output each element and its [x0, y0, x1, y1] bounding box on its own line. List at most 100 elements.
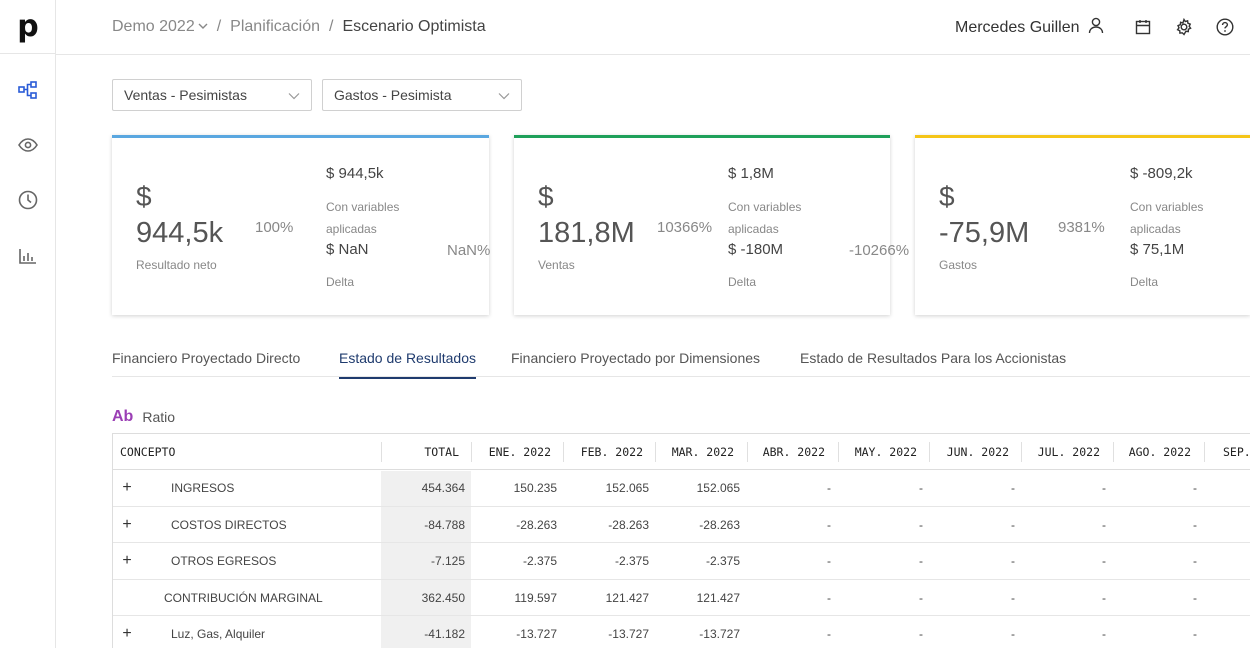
bar-chart-icon[interactable] [17, 245, 39, 267]
column-divider[interactable] [471, 442, 478, 462]
expenses-scenario-value: Gastos - Pesimista [334, 87, 452, 103]
diagram-icon[interactable] [17, 79, 39, 101]
ratio-toggle[interactable]: Ab Ratio [112, 408, 175, 426]
table-row[interactable]: + OTROS EGRESOS -7.125 -2.375 -2.375 -2.375 - -… [113, 543, 1250, 580]
breadcrumb-section[interactable]: Planificación [230, 18, 320, 35]
table-row[interactable]: + COSTOS DIRECTOS -84.788 -28.263 -28.263 -28… [113, 507, 1250, 543]
kpi-currency: $ [538, 181, 554, 212]
calendar-icon[interactable] [1133, 17, 1153, 37]
column-divider[interactable] [563, 442, 570, 462]
expand-icon[interactable]: + [122, 515, 132, 533]
row-cell: - [919, 554, 923, 568]
row-cell: -13.727 [608, 627, 649, 641]
kpi-delta-percent: NaN% [447, 242, 491, 259]
column-header-concepto[interactable]: CONCEPTO [120, 445, 176, 459]
row-total: -84.788 [424, 517, 465, 532]
row-cell: - [827, 554, 831, 568]
row-cell: - [1102, 481, 1106, 495]
chevron-down-icon [498, 87, 510, 103]
column-header[interactable]: TOTAL [424, 445, 459, 459]
kpi-delta-label: Delta [1130, 275, 1159, 289]
column-divider[interactable] [655, 442, 662, 462]
row-cell: - [919, 517, 923, 532]
kpi-delta-value: $ -180M [728, 241, 784, 258]
row-cell: - [827, 481, 831, 495]
kpi-delta-label: Delta [326, 275, 355, 289]
expenses-scenario-select[interactable]: Gastos - Pesimista [322, 79, 522, 111]
row-cell: - [1193, 481, 1197, 495]
tab-estado-resultados-accionistas[interactable]: Estado de Resultados Para los Accionista… [800, 350, 1067, 366]
kpi-percent: 9381% [1058, 219, 1105, 236]
app-logo[interactable]: p [0, 0, 56, 54]
sales-scenario-select[interactable]: Ventas - Pesimistas [112, 79, 312, 111]
tab-financiero-proyectado-directo[interactable]: Financiero Proyectado Directo [112, 350, 301, 366]
expand-icon[interactable]: + [122, 479, 132, 496]
row-cell: -13.727 [516, 627, 557, 641]
column-divider[interactable] [838, 442, 845, 462]
row-total: 362.450 [421, 590, 465, 605]
row-cell: - [919, 481, 923, 495]
tab-estado-de-resultados[interactable]: Estado de Resultados [339, 350, 476, 379]
row-cell: 152.065 [696, 481, 740, 495]
chevron-down-icon[interactable] [198, 21, 208, 33]
clock-icon[interactable] [17, 189, 39, 211]
row-cell: - [827, 590, 831, 605]
column-divider[interactable] [1204, 442, 1211, 462]
column-header[interactable]: AGO. 2022 [1128, 445, 1191, 459]
tab-financiero-proyectado-dimensiones[interactable]: Financiero Proyectado por Dimensiones [511, 350, 761, 366]
breadcrumb-separator: / [329, 18, 334, 35]
kpi-variant-value: $ 1,8M [728, 165, 774, 182]
table-row[interactable]: CONTRIBUCIÓN MARGINAL 362.450 119.597 121.4… [113, 580, 1250, 616]
column-header[interactable]: SEP. [1223, 445, 1250, 459]
kpi-currency: $ [939, 181, 955, 212]
kpi-currency: $ [136, 181, 152, 212]
kpi-delta-value: $ 75,1M [1130, 241, 1185, 258]
kpi-card-expenses: $ -75,9M Gastos 9381% $ -809,2k Con vari… [915, 135, 1250, 315]
kpi-value: 181,8M [538, 217, 635, 249]
results-table: CONCEPTO TOTAL ENE. 2022 FEB. 2022 MAR. 2022… [112, 433, 1250, 648]
column-divider[interactable] [381, 442, 388, 462]
gear-icon[interactable] [1174, 17, 1194, 37]
report-tabs: Financiero Proyectado Directo Estado de … [112, 336, 1250, 379]
column-header[interactable]: JUL. 2022 [1037, 445, 1100, 459]
column-header[interactable]: FEB. 2022 [580, 445, 643, 459]
column-header[interactable]: JUN. 2022 [946, 445, 1009, 459]
row-concept: OTROS EGRESOS [171, 554, 277, 568]
row-total: 454.364 [421, 481, 465, 495]
expand-icon[interactable]: + [122, 552, 132, 569]
column-header[interactable]: MAR. 2022 [671, 445, 734, 459]
row-cell: -13.727 [699, 627, 740, 641]
row-cell: -2.375 [705, 554, 740, 568]
help-icon[interactable] [1215, 17, 1235, 37]
column-divider[interactable] [1021, 442, 1028, 462]
table-row[interactable]: + Luz, Gas, Alquiler -41.182 -13.727 -13.727… [113, 616, 1250, 648]
user-menu[interactable]: Mercedes Guillen [955, 17, 1104, 39]
kpi-card-sales: $ 181,8M Ventas 10366% $ 1,8M Con variab… [514, 135, 909, 315]
column-divider[interactable] [929, 442, 936, 462]
row-concept: Luz, Gas, Alquiler [171, 627, 266, 641]
column-header[interactable]: MAY. 2022 [854, 445, 917, 459]
row-cell: - [1011, 627, 1015, 641]
row-concept: CONTRIBUCIÓN MARGINAL [164, 590, 323, 605]
kpi-label: Resultado neto [136, 258, 217, 272]
breadcrumb-project[interactable]: Demo 2022 [112, 18, 195, 35]
column-header[interactable]: ENE. 2022 [488, 445, 551, 459]
kpi-percent: 100% [255, 219, 294, 236]
table-row[interactable]: + INGRESOS 454.364 150.235 152.065 152.065 - - -… [113, 470, 1250, 507]
eye-icon[interactable] [17, 134, 39, 156]
row-cell: - [1102, 627, 1106, 641]
breadcrumb-separator: / [216, 18, 222, 35]
column-divider[interactable] [747, 442, 754, 462]
row-cell: 119.597 [514, 590, 558, 605]
column-divider[interactable] [1113, 442, 1120, 462]
row-cell: - [1193, 627, 1197, 641]
kpi-variant-value: $ 944,5k [326, 165, 384, 182]
row-total: -41.182 [424, 627, 465, 641]
column-header[interactable]: ABR. 2022 [762, 445, 825, 459]
sales-scenario-value: Ventas - Pesimistas [124, 87, 247, 103]
kpi-variant-label: Con variables aplicadas [1130, 200, 1204, 236]
row-cell: - [1011, 554, 1015, 568]
row-cell: - [1193, 554, 1197, 568]
user-icon [1088, 17, 1104, 39]
expand-icon[interactable]: + [122, 625, 132, 642]
